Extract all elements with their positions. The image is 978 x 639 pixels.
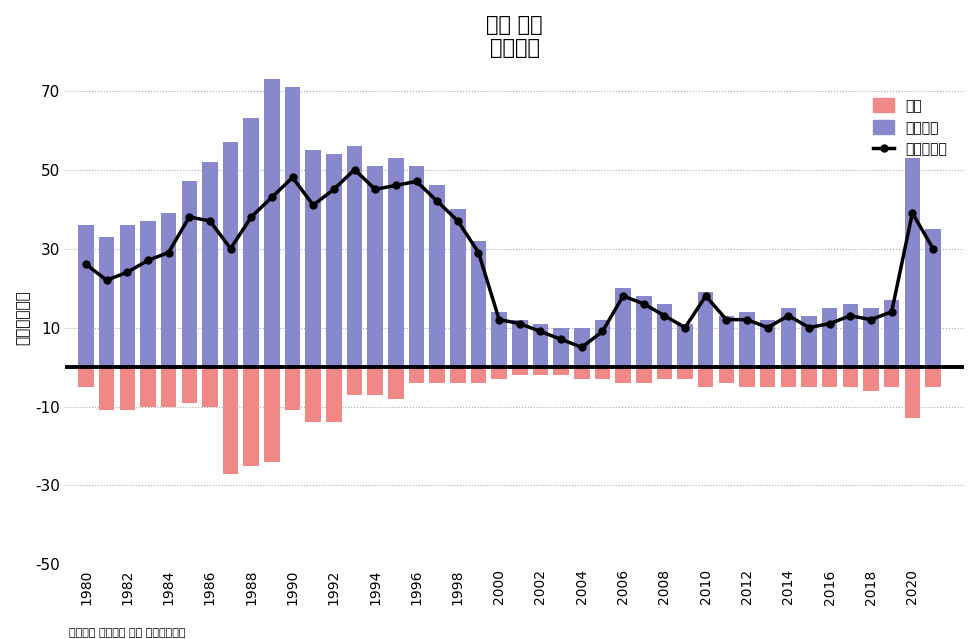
- Bar: [491, 312, 507, 367]
- Bar: [594, 367, 609, 379]
- Bar: [822, 367, 836, 387]
- Bar: [677, 367, 692, 379]
- Bar: [883, 367, 899, 387]
- Bar: [511, 320, 527, 367]
- Bar: [738, 367, 754, 387]
- Bar: [573, 367, 589, 379]
- Bar: [863, 367, 878, 390]
- Bar: [904, 158, 919, 367]
- Bar: [822, 308, 836, 367]
- Bar: [759, 320, 775, 367]
- Bar: [636, 296, 650, 367]
- Bar: [119, 225, 135, 367]
- Bar: [305, 367, 321, 422]
- Title: 日本 家計
金融取引: 日本 家計 金融取引: [486, 15, 543, 58]
- Bar: [78, 367, 94, 387]
- Bar: [511, 367, 527, 375]
- Bar: [718, 367, 734, 383]
- Bar: [615, 288, 630, 367]
- Bar: [470, 367, 486, 383]
- Bar: [409, 367, 423, 383]
- Bar: [387, 367, 403, 399]
- Bar: [779, 308, 795, 367]
- Bar: [450, 367, 466, 383]
- Bar: [594, 320, 609, 367]
- Bar: [677, 323, 692, 367]
- Bar: [244, 367, 259, 466]
- Bar: [470, 241, 486, 367]
- Bar: [119, 367, 135, 410]
- Bar: [738, 312, 754, 367]
- Bar: [181, 181, 197, 367]
- Y-axis label: 金額［兆円］: 金額［兆円］: [15, 290, 30, 345]
- Bar: [181, 367, 197, 403]
- Bar: [718, 316, 734, 367]
- Bar: [636, 367, 650, 383]
- Bar: [223, 142, 238, 367]
- Bar: [264, 367, 280, 462]
- Text: 日本銀行 資金循環 年度 フローの数値: 日本銀行 資金循環 年度 フローの数値: [68, 627, 185, 638]
- Bar: [924, 229, 940, 367]
- Bar: [573, 328, 589, 367]
- Bar: [759, 367, 775, 387]
- Bar: [842, 367, 858, 387]
- Bar: [491, 367, 507, 379]
- Bar: [553, 367, 568, 375]
- Bar: [264, 79, 280, 367]
- Bar: [387, 158, 403, 367]
- Bar: [697, 292, 713, 367]
- Bar: [326, 367, 341, 422]
- Bar: [656, 367, 672, 379]
- Bar: [78, 225, 94, 367]
- Bar: [924, 367, 940, 387]
- Bar: [532, 367, 548, 375]
- Bar: [656, 304, 672, 367]
- Bar: [800, 367, 816, 387]
- Bar: [697, 367, 713, 387]
- Bar: [202, 367, 217, 406]
- Bar: [883, 300, 899, 367]
- Bar: [346, 367, 362, 395]
- Legend: 負債, 金融資産, 資金過不足: 負債, 金融資産, 資金過不足: [867, 93, 952, 162]
- Bar: [429, 367, 444, 383]
- Bar: [223, 367, 238, 473]
- Bar: [285, 367, 300, 410]
- Bar: [367, 367, 382, 395]
- Bar: [800, 316, 816, 367]
- Bar: [99, 236, 114, 367]
- Bar: [202, 162, 217, 367]
- Bar: [863, 308, 878, 367]
- Bar: [429, 185, 444, 367]
- Bar: [842, 304, 858, 367]
- Bar: [140, 221, 156, 367]
- Bar: [99, 367, 114, 410]
- Bar: [346, 146, 362, 367]
- Bar: [615, 367, 630, 383]
- Bar: [140, 367, 156, 406]
- Bar: [160, 213, 176, 367]
- Bar: [553, 328, 568, 367]
- Bar: [367, 166, 382, 367]
- Bar: [532, 323, 548, 367]
- Bar: [244, 118, 259, 367]
- Bar: [160, 367, 176, 406]
- Bar: [305, 150, 321, 367]
- Bar: [450, 209, 466, 367]
- Bar: [779, 367, 795, 387]
- Bar: [285, 87, 300, 367]
- Bar: [326, 154, 341, 367]
- Bar: [904, 367, 919, 419]
- Bar: [409, 166, 423, 367]
